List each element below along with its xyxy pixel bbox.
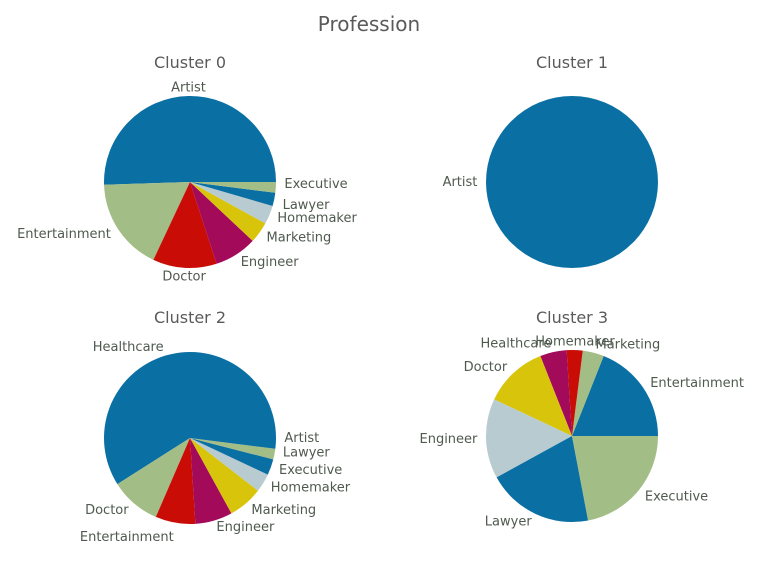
slice-label: Healthcare xyxy=(481,337,552,352)
pie-slice xyxy=(190,182,276,206)
slice-label: Marketing xyxy=(596,337,661,352)
pie-slice xyxy=(190,438,276,449)
slice-label: Lawyer xyxy=(283,446,331,461)
pie-slice xyxy=(103,351,276,485)
slice-label: Artist xyxy=(171,80,206,95)
slice-label: Homemaker xyxy=(277,211,357,226)
slice-label: Artist xyxy=(443,175,478,190)
slice-label: Lawyer xyxy=(283,198,331,213)
pie-slice xyxy=(190,438,232,524)
pie-slice xyxy=(155,438,196,524)
slice-label: Doctor xyxy=(85,503,129,518)
pie-slice xyxy=(153,182,217,268)
pie-slice xyxy=(485,399,572,478)
slice-label: Executive xyxy=(645,489,708,504)
slice-label: Executive xyxy=(284,177,347,192)
slice-label: Entertainment xyxy=(80,530,174,545)
slice-label: Doctor xyxy=(162,269,206,284)
pie-slice xyxy=(104,96,277,185)
cluster-title: Cluster 3 xyxy=(536,308,608,327)
pie-slice xyxy=(190,438,276,460)
slice-label: Engineer xyxy=(241,255,300,270)
pie-slice xyxy=(190,182,266,241)
slice-label: Executive xyxy=(279,463,342,478)
pie-slice xyxy=(190,182,276,193)
pie-cluster-1: Cluster 1 Artist xyxy=(443,53,658,268)
pie-cluster-2: Cluster 2 Healthcare Doctor Entertainment En… xyxy=(80,308,351,545)
cluster-title: Cluster 1 xyxy=(536,53,608,72)
slice-label: Lawyer xyxy=(485,515,533,530)
slice-label: Marketing xyxy=(251,503,316,518)
pie-slice xyxy=(190,438,258,514)
slice-label: Engineer xyxy=(216,520,275,535)
pie-cluster-0: Cluster 0 Artist Entertainment Doctor Engine… xyxy=(17,53,357,284)
pie-slice xyxy=(190,438,268,491)
slice-label: Homemaker xyxy=(535,334,615,349)
pie-slice xyxy=(540,350,572,436)
cluster-title: Cluster 2 xyxy=(154,308,226,327)
pie-slice xyxy=(572,350,604,436)
pie-slice xyxy=(572,356,658,436)
pie-slice xyxy=(190,182,253,264)
pie-slice xyxy=(494,356,572,436)
slice-label: Entertainment xyxy=(17,227,111,242)
slice-label: Doctor xyxy=(464,360,508,375)
pie-slice xyxy=(190,438,274,475)
pie-cluster-3: Cluster 3 Entertainment MarketingHomemaker… xyxy=(419,308,744,530)
pie-slice xyxy=(496,436,589,522)
cluster-title: Cluster 0 xyxy=(154,53,226,72)
pie-slice xyxy=(566,350,583,436)
slice-label: Marketing xyxy=(267,231,332,246)
figure-title: Profession xyxy=(318,12,420,36)
pie-slice xyxy=(104,182,190,260)
pie-slice xyxy=(190,182,273,224)
slice-label: Artist xyxy=(284,431,319,446)
pie-slice xyxy=(572,436,658,521)
pie-slice xyxy=(486,96,658,268)
slice-label: Engineer xyxy=(419,432,478,447)
slice-label: Homemaker xyxy=(271,480,351,495)
slice-label: Entertainment xyxy=(650,376,744,391)
slice-label: Healthcare xyxy=(93,340,164,355)
pie-slice xyxy=(117,438,190,517)
